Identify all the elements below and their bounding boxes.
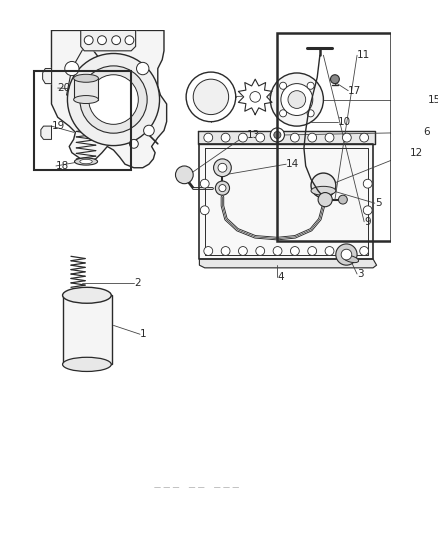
Text: 3: 3 [357,269,364,279]
Circle shape [336,244,357,265]
Circle shape [331,75,339,84]
Circle shape [270,128,284,142]
Circle shape [307,110,314,117]
Circle shape [290,247,299,255]
Circle shape [360,247,369,255]
Circle shape [274,132,281,139]
Circle shape [200,179,209,188]
Circle shape [256,247,265,255]
Circle shape [238,133,247,142]
Circle shape [288,91,306,108]
Circle shape [186,72,236,122]
Circle shape [88,75,138,124]
Polygon shape [81,30,136,51]
Circle shape [219,184,226,192]
Circle shape [125,36,134,45]
Polygon shape [41,126,52,140]
Ellipse shape [63,357,111,372]
Circle shape [343,247,351,255]
Circle shape [256,133,265,142]
Circle shape [339,195,347,204]
Circle shape [281,84,313,116]
Text: 6: 6 [424,127,430,138]
Text: 20: 20 [58,83,71,93]
Circle shape [341,249,352,260]
Text: 10: 10 [338,117,351,127]
Circle shape [308,247,317,255]
Ellipse shape [74,74,99,82]
Circle shape [279,82,286,90]
Circle shape [273,247,282,255]
Circle shape [137,62,149,75]
Circle shape [176,166,193,184]
Polygon shape [199,144,373,259]
Circle shape [250,92,261,102]
Polygon shape [52,30,166,168]
Ellipse shape [74,158,98,165]
Circle shape [273,133,282,142]
Text: 12: 12 [410,148,424,158]
Text: 14: 14 [286,159,300,169]
Circle shape [112,36,120,45]
Ellipse shape [63,287,111,303]
Circle shape [67,53,159,146]
Text: 11: 11 [357,50,370,60]
Bar [74,78,99,100]
Circle shape [325,247,334,255]
Bar [277,33,391,241]
Text: 15: 15 [428,94,438,104]
Text: 16: 16 [295,90,308,100]
Circle shape [65,61,79,76]
Text: 19: 19 [52,121,65,131]
Polygon shape [238,79,272,115]
Circle shape [363,206,372,215]
Circle shape [215,181,230,195]
Text: 1: 1 [140,329,147,340]
Circle shape [307,82,314,90]
Circle shape [204,247,213,255]
Text: 4: 4 [277,272,284,281]
Circle shape [144,125,154,136]
Text: 13: 13 [246,130,260,140]
Bar [63,295,112,365]
Circle shape [193,79,229,115]
Circle shape [343,133,351,142]
Circle shape [238,247,247,255]
Circle shape [311,173,336,198]
Circle shape [98,36,106,45]
Circle shape [308,133,317,142]
Ellipse shape [343,255,359,263]
Bar [34,71,131,171]
Text: 5: 5 [375,198,381,208]
Ellipse shape [311,187,336,195]
Polygon shape [199,259,377,268]
Circle shape [325,133,334,142]
Text: 18: 18 [56,161,69,171]
Circle shape [214,159,231,176]
Circle shape [221,133,230,142]
Circle shape [204,133,213,142]
Circle shape [130,140,138,148]
Circle shape [363,179,372,188]
Circle shape [270,73,323,126]
Circle shape [318,192,332,207]
Text: 2: 2 [134,278,141,288]
Ellipse shape [74,95,99,103]
Circle shape [84,36,93,45]
Circle shape [200,206,209,215]
Circle shape [80,66,147,133]
Text: — — —    — —    — — —: — — — — — — — — [154,483,240,490]
Circle shape [360,133,369,142]
Text: 9: 9 [364,217,371,227]
Text: 17: 17 [348,86,361,96]
Polygon shape [198,131,375,144]
Polygon shape [42,69,52,84]
Circle shape [221,247,230,255]
Circle shape [279,110,286,117]
Circle shape [290,133,299,142]
Ellipse shape [80,159,92,164]
Circle shape [218,163,227,172]
